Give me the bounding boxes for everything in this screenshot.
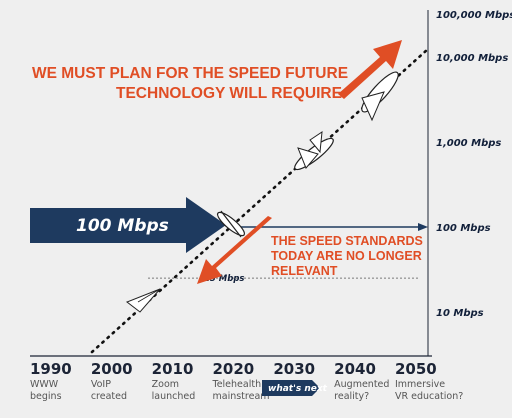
note-line1: THE SPEED STANDARDS	[271, 234, 423, 248]
event-caption-line2: mainstream	[213, 391, 270, 402]
event-caption-line1: WWW	[30, 379, 59, 390]
space-shuttle-wing	[361, 91, 385, 122]
event-caption-line2: VR education?	[395, 391, 463, 402]
note-line2: TODAY ARE NO LONGER	[271, 249, 422, 263]
x-tick-label: 1990	[30, 360, 72, 378]
headline-line2: TECHNOLOGY WILL REQUIRE	[116, 85, 342, 102]
x-tick-label: 2040	[334, 360, 376, 378]
big-100-arrow	[30, 197, 226, 253]
event-caption-line1: Zoom	[152, 379, 179, 390]
orange-down-arrow	[197, 216, 272, 284]
event-caption-line2: begins	[30, 391, 62, 402]
x-tick-label: 2050	[395, 360, 437, 378]
y-tick-label: 1,000 Mbps	[436, 138, 501, 149]
event-caption-line1: Telehealth	[212, 379, 262, 390]
event-caption-line2: launched	[152, 391, 196, 402]
big-100-label: 100 Mbps	[76, 216, 169, 236]
jet-plane-wing-lower	[297, 147, 319, 169]
y-tick-label: 10,000 Mbps	[436, 53, 508, 64]
x-tick-label: 2000	[91, 360, 133, 378]
y-tick-label: 100 Mbps	[436, 223, 491, 234]
y-tick-label: 10 Mbps	[436, 308, 484, 319]
whats-next-box	[262, 380, 320, 396]
orange-up-arrow	[338, 40, 402, 99]
prop-plane-wing	[220, 210, 242, 238]
reference-label-25: 25 Mbps	[204, 274, 244, 284]
jet-plane-wing-upper	[309, 130, 323, 154]
x-tick-label: 2020	[213, 360, 255, 378]
paper-plane-icon	[125, 288, 161, 313]
headline-line1: WE MUST PLAN FOR THE SPEED FUTURE	[32, 65, 348, 82]
reference-arrowhead-100	[418, 223, 428, 231]
event-caption-line2: reality?	[334, 391, 369, 402]
y-tick-label: 100,000 Mbps	[436, 10, 512, 21]
x-tick-label: 2010	[152, 360, 194, 378]
event-caption-line1: VoIP	[91, 379, 111, 390]
event-caption-line1: Augmented	[334, 379, 389, 390]
whats-next-label: what's next	[268, 384, 328, 394]
note-line3: RELEVANT	[271, 264, 338, 278]
event-caption-line1: Immersive	[395, 379, 445, 390]
paper-plane-fold	[137, 288, 161, 303]
event-caption-line2: created	[91, 391, 127, 402]
x-tick-label: 2030	[273, 360, 315, 378]
